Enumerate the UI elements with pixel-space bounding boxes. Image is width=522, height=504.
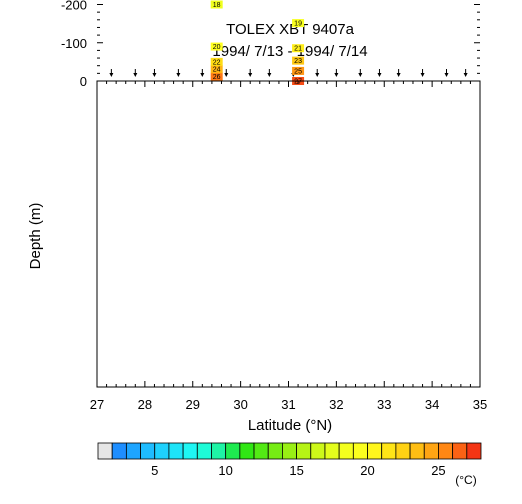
station-arrowhead xyxy=(224,73,229,77)
isotherm-label-bg xyxy=(210,42,223,51)
x-axis-label: Latitude (°N) xyxy=(248,417,332,434)
colorbar-box xyxy=(168,442,184,460)
x-tick-label: 35 xyxy=(473,397,487,412)
station-arrowhead xyxy=(420,73,425,77)
colorbar-box xyxy=(381,442,397,460)
colorbar-tick-label: 10 xyxy=(218,463,232,478)
colorbar-box xyxy=(367,442,383,460)
station-arrowhead xyxy=(109,73,114,77)
station-arrowhead xyxy=(334,73,339,77)
y-tick-label: -100 xyxy=(61,36,87,51)
colorbar-box xyxy=(423,442,439,460)
x-tick-label: 30 xyxy=(233,397,247,412)
colorbar-tick-label: 5 xyxy=(151,463,158,478)
colorbar-box xyxy=(452,442,468,460)
chart-subtitle: 1994/ 7/13 - 1994/ 7/14 xyxy=(212,43,367,60)
x-tick-label: 34 xyxy=(425,397,439,412)
station-arrowhead xyxy=(200,73,205,77)
colorbar-box xyxy=(466,442,482,460)
colorbar-tick-label: 20 xyxy=(360,463,374,478)
station-arrowhead xyxy=(176,73,181,77)
station-markers xyxy=(109,69,468,77)
colorbar-box xyxy=(125,442,141,460)
x-tick-label: 31 xyxy=(281,397,295,412)
colorbar-box xyxy=(196,442,212,460)
isotherm-label-22: 22 xyxy=(213,59,221,66)
colorbar-box xyxy=(154,442,170,460)
station-arrowhead xyxy=(315,73,320,77)
colorbar-box xyxy=(338,442,354,460)
colorbar-box xyxy=(352,442,368,460)
no-data-masks xyxy=(98,82,479,386)
colorbar-box xyxy=(310,442,326,460)
colorbar-box xyxy=(211,442,227,460)
colorbar-box xyxy=(111,442,127,460)
isotherm-label-19: 19 xyxy=(294,21,302,28)
x-tick-label: 28 xyxy=(138,397,152,412)
y-axis-label: Depth (m) xyxy=(27,203,44,270)
colorbar-box xyxy=(239,442,255,460)
isotherm-label-24: 24 xyxy=(213,67,221,74)
isotherm-label-bg xyxy=(292,66,305,75)
station-arrowhead xyxy=(267,73,272,77)
station-arrowhead xyxy=(133,73,138,77)
colorbar-box xyxy=(253,442,269,460)
plot-frame xyxy=(96,80,481,388)
station-arrowhead xyxy=(248,73,253,77)
colorbar-missing-box xyxy=(97,442,113,460)
colorbar-box xyxy=(395,442,411,460)
mask-south xyxy=(98,82,121,386)
colorbar-unit: (°C) xyxy=(455,473,476,487)
isotherm-label-21: 21 xyxy=(294,46,302,53)
colorbar-tick-labels: 5 10 15 20 25 xyxy=(151,463,446,478)
isotherm-label-20: 20 xyxy=(213,44,221,51)
isotherm-17 xyxy=(121,0,461,14)
y-axis-ticks xyxy=(97,4,480,82)
colorbar-box xyxy=(296,442,312,460)
x-axis-ticks xyxy=(96,81,481,387)
isotherm-label-bg xyxy=(292,19,305,28)
isotherm-label-26: 26 xyxy=(213,74,221,81)
colorbar xyxy=(97,442,482,460)
colorbar-box xyxy=(409,442,425,460)
x-tick-label: 33 xyxy=(377,397,391,412)
colorbar-tick-label: 15 xyxy=(289,463,303,478)
station-arrowhead xyxy=(377,73,382,77)
x-tick-label: 27 xyxy=(90,397,104,412)
isotherm-label-18: 18 xyxy=(213,2,221,9)
isotherm-label-bg xyxy=(292,56,305,65)
colorbar-box xyxy=(267,442,283,460)
x-tick-label: 32 xyxy=(329,397,343,412)
isotherm-label-bg xyxy=(292,44,305,53)
isotherm-label-23: 23 xyxy=(294,58,302,65)
y-tick-label: 0 xyxy=(80,74,87,89)
isotherm-label-bg xyxy=(210,0,223,9)
colorbar-box xyxy=(324,442,340,460)
isotherm-label-bg xyxy=(210,57,223,66)
y-axis-tick-labels: 0-100-200-300-400-500-600-700-800 xyxy=(61,0,87,89)
colorbar-box xyxy=(438,442,454,460)
colorbar-box xyxy=(140,442,156,460)
x-tick-label: 29 xyxy=(186,397,200,412)
mask-north xyxy=(460,82,479,386)
colorbar-box xyxy=(225,442,241,460)
x-axis-tick-labels: 27 28 29 30 31 32 33 34 35 xyxy=(90,397,487,412)
colorbar-box xyxy=(182,442,198,460)
station-arrowhead xyxy=(396,73,401,77)
isotherm-label-bg xyxy=(210,72,223,81)
isotherm-label-25: 25 xyxy=(294,68,302,75)
station-arrowhead xyxy=(152,73,157,77)
isotherm-lines xyxy=(121,0,461,82)
station-arrowhead xyxy=(358,73,363,77)
station-arrowhead xyxy=(463,73,468,77)
station-arrowhead xyxy=(444,73,449,77)
chart-title: TOLEX XBT 9407a xyxy=(226,21,355,38)
colorbar-box xyxy=(282,442,297,460)
colorbar-tick-label: 25 xyxy=(431,463,445,478)
y-tick-label: -200 xyxy=(61,0,87,13)
isotherm-label-bg xyxy=(210,65,223,74)
